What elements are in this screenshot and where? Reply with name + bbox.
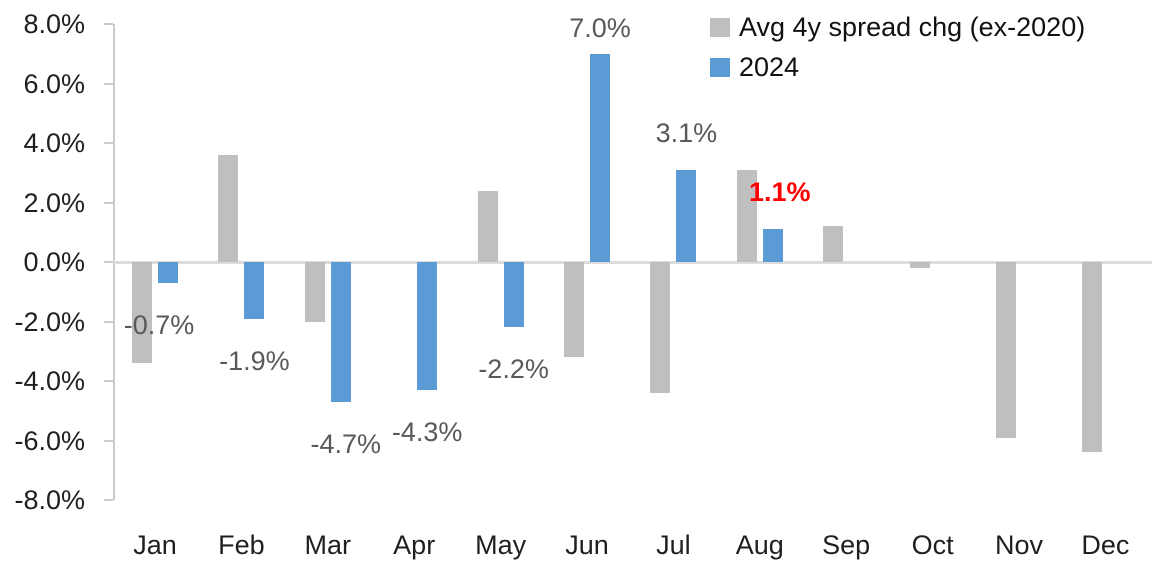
data-label-mar: -4.7% [310, 428, 382, 459]
y-axis-tick [104, 82, 113, 85]
legend-label-2024: 2024 [739, 51, 800, 82]
bar-avg-dec [1082, 262, 1103, 453]
y-axis-tick [104, 320, 113, 323]
data-label-apr: -4.3% [391, 416, 463, 447]
y-axis-tick-label: -8.0% [14, 485, 85, 515]
y-axis-tick-label: 4.0% [23, 128, 85, 158]
x-axis-label-oct: Oct [911, 530, 954, 560]
x-axis-label-aug: Aug [735, 530, 784, 560]
y-axis-tick-label: -4.0% [14, 366, 85, 396]
y-axis-tick-label: -6.0% [14, 425, 85, 456]
y-axis-tick [104, 380, 113, 382]
data-label-may: -2.2% [478, 354, 549, 385]
bar-2024-jul [676, 169, 697, 262]
bar-2024-feb [244, 262, 265, 319]
bar-avg-jul [650, 262, 671, 393]
bar-2024-jan [158, 262, 178, 283]
bar-avg-jan [132, 262, 152, 364]
x-axis-label-mar: Mar [304, 530, 352, 560]
legend-label-avg-4y-spread: Avg 4y spread chg (ex-2020) [739, 11, 1086, 42]
data-label-jan: -0.7% [123, 309, 195, 340]
y-axis-tick-label: 6.0% [23, 68, 85, 99]
bar-avg-feb [218, 154, 239, 262]
legend-item-avg-4y-spread: Avg 4y spread chg (ex-2020) [710, 7, 1085, 47]
data-label-feb: -1.9% [219, 345, 290, 376]
bar-2024-mar [330, 262, 351, 402]
data-label-jul: 3.1% [655, 117, 718, 148]
bar-avg-mar [304, 262, 325, 322]
y-axis-tick [104, 439, 113, 442]
y-axis-tick [104, 142, 113, 144]
x-axis-label-apr: Apr [393, 530, 436, 560]
legend-swatch-blue [710, 57, 730, 77]
y-axis-tick-label: 2.0% [23, 187, 85, 218]
y-axis-tick [104, 261, 113, 263]
x-axis-label-may: May [475, 530, 527, 560]
bar-avg-jun [564, 262, 584, 358]
x-axis-label-nov: Nov [994, 530, 1043, 560]
bar-2024-may [503, 262, 524, 328]
bar-avg-oct [909, 262, 930, 268]
bar-avg-nov [996, 262, 1016, 438]
data-label-aug: 1.1% [749, 177, 811, 208]
x-axis-label-jan: Jan [133, 530, 177, 560]
x-axis-label-feb: Feb [218, 530, 265, 560]
legend-item-2024: 2024 [710, 47, 1085, 87]
x-axis-label-jun: Jun [565, 530, 609, 560]
bar-2024-apr [417, 262, 438, 390]
y-axis-tick-label: 8.0% [23, 9, 85, 39]
legend-swatch-gray [710, 17, 730, 37]
x-axis-label-jul: Jul [656, 530, 691, 560]
y-axis-tick [104, 499, 113, 501]
data-label-jun: 7.0% [569, 12, 631, 43]
y-axis-tick-label: 0.0% [23, 247, 85, 277]
legend: Avg 4y spread chg (ex-2020) 2024 [710, 7, 1085, 87]
y-axis-tick [104, 201, 113, 204]
bar-2024-jun [590, 53, 610, 262]
zero-gridline [113, 260, 1152, 264]
x-axis-label-sep: Sep [822, 530, 871, 560]
y-axis-tick-label: -2.0% [14, 306, 85, 337]
y-axis-tick [104, 23, 113, 25]
bar-avg-aug [736, 169, 757, 262]
bar-2024-aug [762, 229, 783, 262]
bar-avg-may [477, 190, 498, 262]
x-axis-label-dec: Dec [1081, 530, 1130, 560]
bar-avg-sep [823, 226, 844, 262]
